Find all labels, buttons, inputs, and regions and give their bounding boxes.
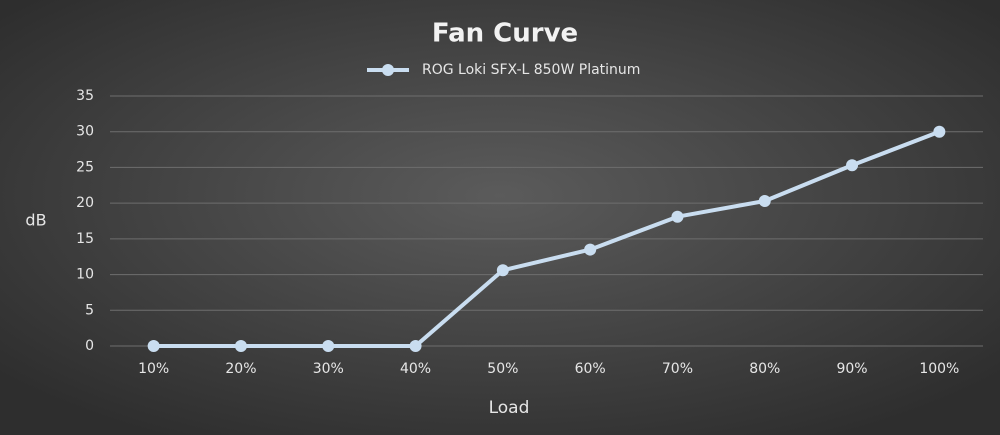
y-tick-label: 0 — [85, 338, 94, 354]
x-tick-label: 80% — [749, 361, 780, 377]
data-point — [933, 125, 946, 138]
y-tick-label: 5 — [85, 302, 94, 318]
x-tick-label: 70% — [662, 361, 693, 377]
data-point — [322, 340, 335, 352]
y-tick-label: 15 — [76, 231, 94, 247]
data-point — [671, 210, 684, 223]
y-tick-label: 20 — [76, 195, 94, 211]
x-tick-label: 20% — [225, 361, 256, 377]
data-point — [584, 243, 597, 256]
y-tick-label: 35 — [76, 88, 94, 104]
x-tick-label: 10% — [138, 361, 169, 377]
y-tick-label: 10 — [76, 267, 94, 283]
series-line — [153, 129, 941, 348]
x-tick-label: 40% — [400, 361, 431, 377]
y-axis-label: dB — [25, 211, 46, 230]
x-tick-label: 100% — [919, 361, 959, 377]
chart-title: Fan Curve — [432, 19, 578, 49]
y-tick-label: 25 — [76, 159, 94, 175]
data-point — [147, 340, 160, 352]
data-point — [496, 264, 509, 277]
x-tick-label: 60% — [575, 361, 606, 377]
legend-marker — [382, 64, 394, 76]
data-point — [234, 340, 247, 352]
x-tick-label: 90% — [836, 361, 867, 377]
legend-label: ROG Loki SFX-L 850W Platinum — [422, 62, 640, 78]
x-tick-label: 30% — [313, 361, 344, 377]
y-tick-label: 30 — [76, 124, 94, 140]
x-tick-label: 50% — [487, 361, 518, 377]
data-point — [758, 195, 771, 207]
data-point — [846, 159, 859, 172]
data-point — [409, 340, 422, 352]
x-axis-label: Load — [489, 398, 530, 418]
